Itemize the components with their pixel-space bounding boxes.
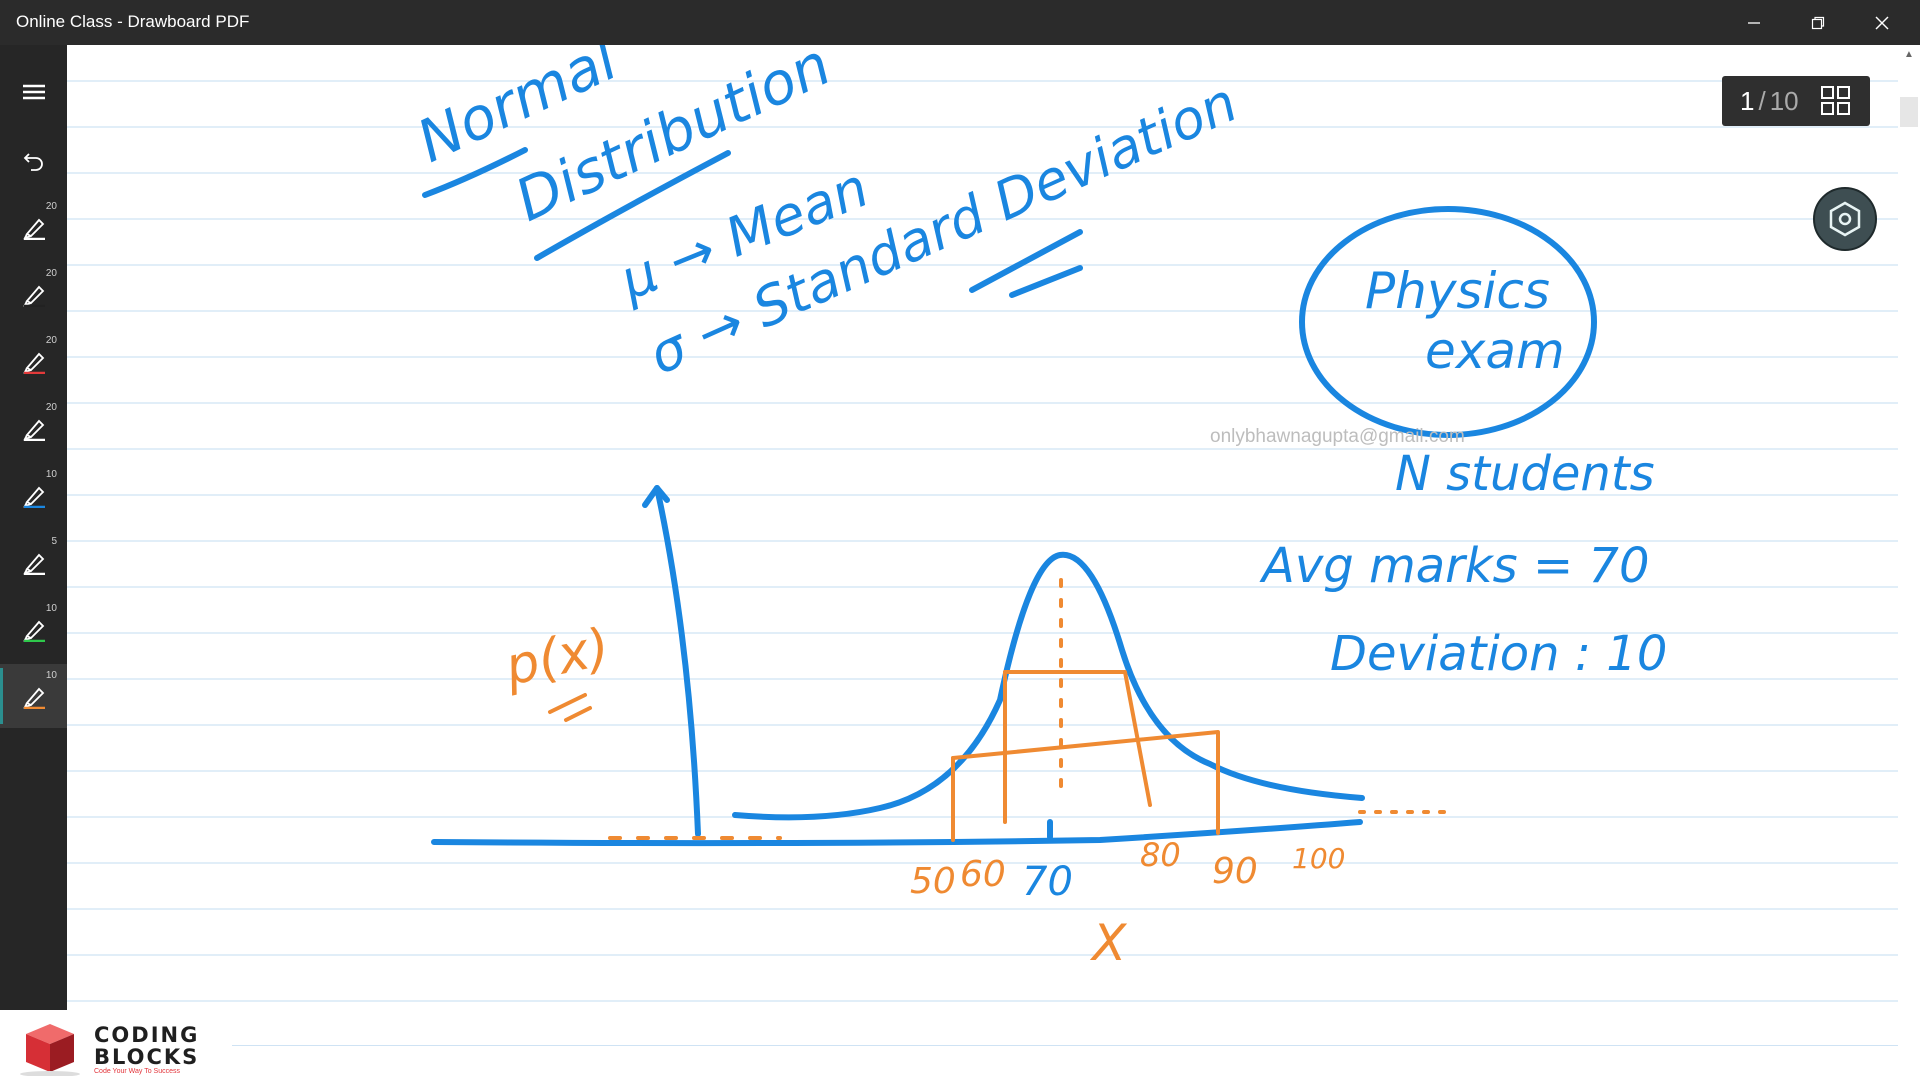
minimize-button[interactable] [1722,0,1786,45]
pen-size-label: 20 [45,268,57,279]
minimize-icon [1748,21,1760,24]
close-button[interactable] [1850,0,1914,45]
brand-line-2: BLOCKS [94,1045,200,1069]
scroll-up-arrow-icon[interactable]: ▲ [1904,48,1914,60]
pen-icon [22,218,45,240]
circle-physics-exam [1299,206,1597,438]
pen-size-label: 20 [45,335,57,346]
brand-line-1: CODING [94,1023,200,1047]
bottom-rule-line [232,1045,1898,1046]
pdf-canvas[interactable]: Normal Distribution μ → Mean σ → Standar… [67,45,1898,1010]
pen-size-label: 20 [45,402,57,413]
total-pages: 10 [1769,85,1799,116]
floating-settings-button[interactable] [1813,187,1877,251]
avg-marks: Avg marks = 70 [1259,538,1650,594]
pen-icon [22,553,45,575]
hexagon-settings-icon [1829,201,1861,237]
menu-button[interactable] [0,60,67,124]
hamburger-icon [22,84,45,100]
pen-icon [22,285,45,307]
pen-tool-2[interactable]: 20 [0,262,67,326]
y-axis [654,485,701,837]
vertical-scrollbar[interactable]: ▲ [1898,45,1920,1080]
pen-size-label: 10 [45,469,57,480]
pen-size-label: 5 [51,536,57,547]
scroll-thumb[interactable] [1900,97,1918,127]
coding-blocks-logo-icon [20,1024,80,1076]
physics-text: Physics [1365,262,1550,320]
tick-label-100: 100 [1292,842,1345,875]
y-axis-arrow [642,485,670,508]
pen-tool-7[interactable]: 10 [0,597,67,661]
grid-icon[interactable] [1820,86,1851,116]
pen-icon [22,419,45,441]
left-toolbar: 20 20 20 20 10 5 10 10 [0,45,67,1010]
underline-std-2 [1009,265,1083,298]
px-underline-1 [548,693,587,714]
exam-text: exam [1425,322,1565,380]
tick-label-90: 90 [1212,851,1258,892]
x-axis-label: X [1089,914,1128,972]
tick-label-70: 70 [1022,859,1073,905]
pen-icon [22,687,45,709]
y-axis-label: p(x) [499,617,615,698]
pen-icon [22,486,45,508]
bottom-branding-strip: CODING BLOCKS Code Your Way To Success [0,1010,1898,1080]
box-inner [1003,670,1152,807]
brand-tagline: Code Your Way To Success [94,1068,180,1075]
ruled-lines [67,80,1898,1002]
tick-label-60: 60 [960,854,1006,895]
page-separator: / [1758,85,1766,116]
current-page: 1 [1740,85,1755,116]
undo-icon [23,153,43,171]
pen-tool-6[interactable]: 5 [0,530,67,594]
restore-icon [1811,16,1825,29]
pen-tool-8[interactable]: 10 [0,664,67,728]
pen-size-label: 10 [45,603,57,614]
underline-std-1 [969,229,1083,293]
restore-button[interactable] [1786,0,1850,45]
underline-normal [422,147,528,198]
active-tool-indicator [0,668,3,724]
pen-tool-4[interactable]: 20 [0,396,67,460]
watermark: onlybhawnagupta@gmail.com [1210,426,1465,447]
box-outer [951,730,1220,835]
px-underline-2 [564,706,592,722]
title-bar: Online Class - Drawboard PDF [0,0,1920,45]
underline-distribution [534,150,731,261]
pen-tool-3[interactable]: 20 [0,329,67,393]
bell-curve [732,551,1365,821]
pen-icon [22,620,45,642]
x-axis [431,819,1363,847]
window-title: Online Class - Drawboard PDF [16,12,250,31]
pen-tool-1[interactable]: 20 [0,195,67,259]
pen-icon [22,352,45,374]
pen-tool-5[interactable]: 10 [0,463,67,527]
pen-size-label: 10 [45,670,57,681]
tick-label-80: 80 [1140,836,1181,874]
tick-label-50: 50 [910,861,956,902]
n-students: N students [1395,446,1655,502]
handwritten-notes: Normal Distribution μ → Mean σ → Standar… [407,45,1667,972]
close-icon [1875,16,1889,29]
deviation-text: Deviation : 10 [1330,626,1667,682]
pen-size-label: 20 [45,201,57,212]
undo-button[interactable] [0,129,67,193]
page-indicator[interactable]: 1 / 10 [1722,76,1870,126]
